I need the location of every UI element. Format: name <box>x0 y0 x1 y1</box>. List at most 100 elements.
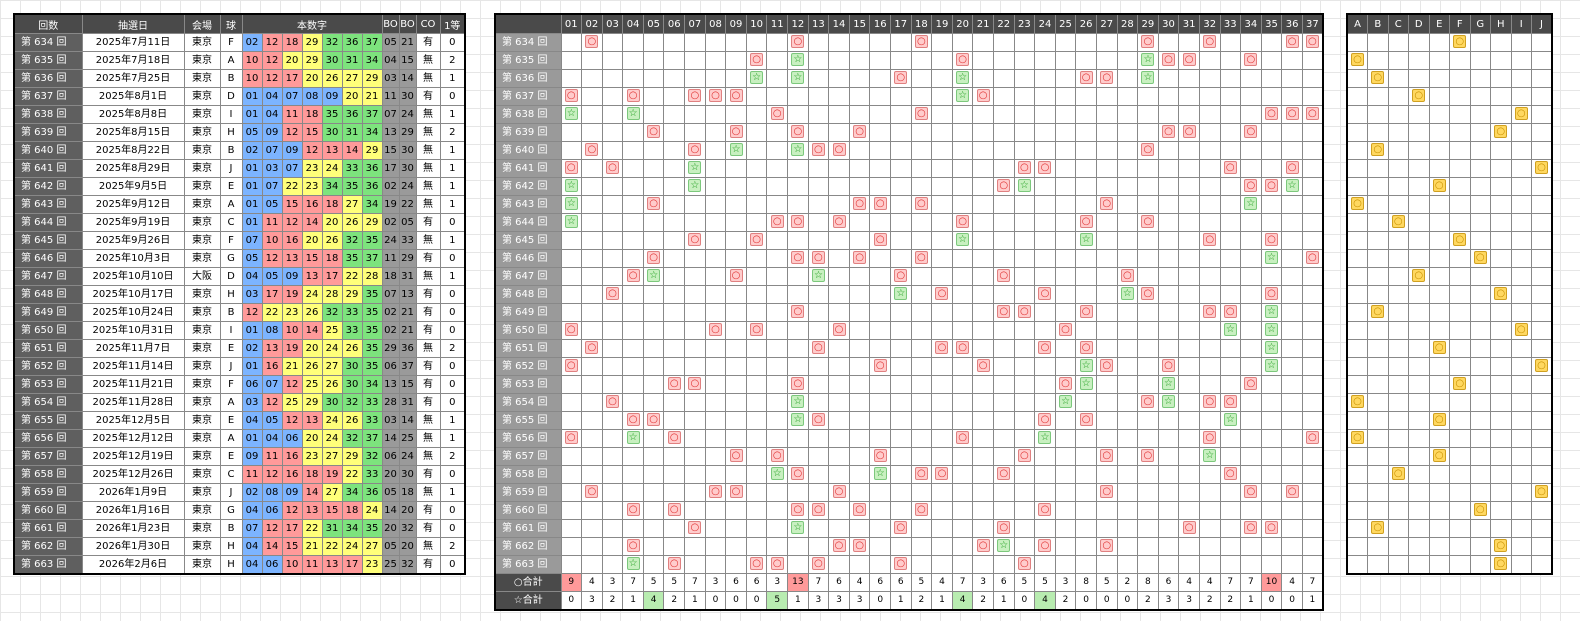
draw-date: 2025年12月5日 <box>81 411 185 430</box>
grid-cell: ○ <box>1157 51 1180 70</box>
grid-cell <box>704 285 727 304</box>
ball-cell <box>1469 141 1491 160</box>
grid-cell: ☆ <box>951 87 974 106</box>
circle-total: 4 <box>931 573 953 592</box>
grid-cell <box>807 69 830 88</box>
grid-cell <box>560 375 583 394</box>
star-total: 1 <box>992 591 1015 611</box>
draw-date: 2025年12月26日 <box>81 465 185 484</box>
grid-cell <box>807 321 830 340</box>
main-number: 17 <box>321 267 343 286</box>
circle-mark-icon: ○ <box>729 124 743 138</box>
grid-cell: ○ <box>1054 321 1077 340</box>
ball-mark-icon: ○ <box>1535 358 1548 372</box>
bonus-number: 11 <box>381 249 400 268</box>
grid-cell: ○ <box>787 213 809 232</box>
grid-cell <box>951 357 974 376</box>
bonus-number: 31 <box>398 267 417 286</box>
circle-mark-icon: ○ <box>976 538 990 552</box>
circle-mark-icon: ○ <box>873 196 887 210</box>
grid-cell <box>1137 249 1159 268</box>
grid-cell <box>1301 231 1324 250</box>
ball-cell <box>1490 141 1512 160</box>
circle-mark-icon: ○ <box>688 232 702 246</box>
grid-cell: ☆ <box>642 267 665 286</box>
draw-venue: 東京 <box>183 249 221 268</box>
grid-cell <box>1301 339 1324 358</box>
grid-cell <box>1198 321 1221 340</box>
grid-cell <box>1116 123 1139 142</box>
ball-cell <box>1531 177 1553 196</box>
grid-cell <box>663 177 686 196</box>
grid-cell: ○ <box>663 501 686 520</box>
grid-cell <box>704 267 727 286</box>
grid-draw-number: 第 653 回 <box>494 375 562 394</box>
grid-cell <box>931 213 953 232</box>
circle-total: 6 <box>828 573 850 592</box>
ball-cell <box>1408 357 1430 376</box>
circle-mark-icon: ○ <box>667 502 681 516</box>
grid-cell <box>684 357 706 376</box>
grid-cell <box>951 501 974 520</box>
grid-cell <box>1301 177 1324 196</box>
grid-cell: ○ <box>869 195 891 214</box>
main-number: 16 <box>281 447 303 466</box>
star-total: 0 <box>1281 591 1303 611</box>
grid-row: 第 654 回 ○ ☆ ☆ ○ ☆ ○ ○ <box>494 393 1324 412</box>
circle-mark-icon: ○ <box>626 268 640 282</box>
grid-cell <box>869 519 891 538</box>
ball-cell <box>1367 195 1389 214</box>
grid-cell: ○ <box>1198 429 1221 448</box>
ball-cell <box>1490 375 1512 394</box>
grid-cell: ○ <box>1116 267 1139 286</box>
carryover: 有 <box>415 303 441 322</box>
ball-cell <box>1387 339 1409 358</box>
ball-cell: ○ <box>1367 519 1389 538</box>
circle-total: 7 <box>951 573 974 592</box>
ball-cell <box>1346 483 1368 502</box>
carryover: 有 <box>415 249 441 268</box>
grid-cell <box>992 69 1015 88</box>
main-number: 03 <box>241 393 263 412</box>
ball-cell <box>1510 51 1532 70</box>
grid-cell <box>972 429 994 448</box>
number-header: 30 <box>1157 13 1180 34</box>
draw-row: 第 652 回 2025年11月14日 東京 J 01 16 21 26 27 30 35 06 37 有… <box>13 357 466 376</box>
circle-total: 6 <box>992 573 1015 592</box>
main-number: 06 <box>261 555 283 575</box>
carryover: 有 <box>415 465 441 484</box>
grid-cell <box>1034 177 1056 196</box>
ball-mark-icon: ○ <box>1412 268 1426 282</box>
grid-cell <box>951 303 974 322</box>
main-number: 13 <box>281 249 303 268</box>
grid-cell: ○ <box>1075 303 1097 322</box>
circle-mark-icon: ○ <box>1244 520 1258 534</box>
circle-mark-icon: ○ <box>853 124 867 138</box>
bonus-number: 03 <box>381 411 400 430</box>
ball-header: G <box>1469 13 1491 34</box>
carryover: 有 <box>415 33 441 52</box>
ball-cell <box>1449 195 1471 214</box>
carryover: 無 <box>415 483 441 502</box>
grid-cell: ○ <box>1137 213 1159 232</box>
ball-mark-icon: ○ <box>1494 538 1508 552</box>
grid-cell <box>622 303 644 322</box>
ball-set: B <box>219 141 243 160</box>
draw-venue: 東京 <box>183 303 221 322</box>
number-header: 06 <box>663 13 686 34</box>
circle-mark-icon: ○ <box>914 34 928 48</box>
grid-cell <box>642 537 665 556</box>
grid-cell <box>725 51 747 70</box>
first-prize-count: 0 <box>439 249 466 268</box>
grid-cell <box>1054 285 1077 304</box>
grid-cell <box>581 393 603 412</box>
grid-cell <box>766 483 789 502</box>
carryover: 無 <box>415 177 441 196</box>
grid-cell: ○ <box>581 33 603 52</box>
grid-cell <box>910 555 933 574</box>
grid-cell <box>622 177 644 196</box>
ball-cell <box>1387 357 1409 376</box>
ball-cell <box>1346 249 1368 268</box>
grid-cell <box>1095 105 1118 124</box>
grid-cell <box>910 51 933 70</box>
